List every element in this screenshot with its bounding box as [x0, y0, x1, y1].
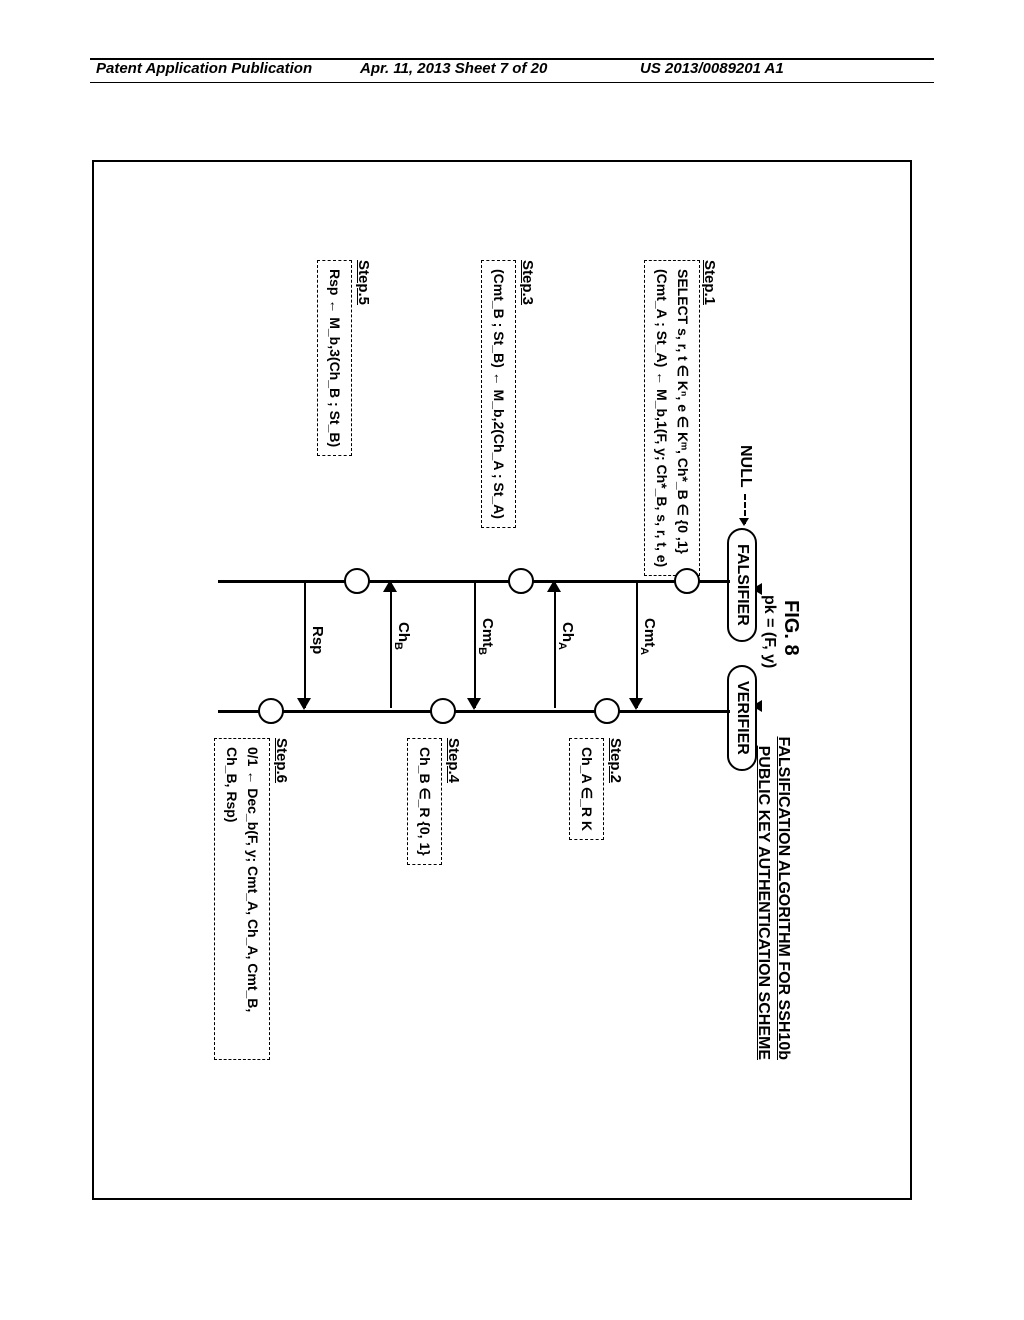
- lifeline-verifier: [218, 710, 730, 713]
- null-input-label: NULL: [736, 445, 754, 488]
- header-rule-bot: [90, 82, 934, 83]
- step3-box: (Cmt_B ; St_B) ← M_b,2(Ch_A ; St_A): [481, 260, 516, 528]
- step6-line1: 0/1 ← Dec_b(F, y; Cmt_A, Ch_A, Cmt_B, Ch…: [221, 747, 263, 1051]
- msg-cha: ChA: [556, 622, 576, 650]
- pk-label: pk = (F, y): [760, 595, 778, 668]
- step2-label: Step.2: [607, 738, 624, 783]
- activation-5: [344, 568, 370, 594]
- header-center: Apr. 11, 2013 Sheet 7 of 20: [360, 60, 547, 77]
- banner-line1: FALSIFICATION ALGORITHM FOR SSH10b: [774, 736, 792, 1060]
- step2-box: Ch_A ∈_R K: [569, 738, 604, 840]
- msg-cmta: CmtA: [638, 618, 658, 655]
- figure-title: FIG. 8: [779, 600, 802, 656]
- header-right: US 2013/0089201 A1: [640, 60, 784, 77]
- activation-4: [430, 698, 456, 724]
- msg-rsp: Rsp: [309, 626, 326, 654]
- banner-line2: PUBLIC KEY AUTHENTICATION SCHEME: [754, 746, 772, 1060]
- step6-box: 0/1 ← Dec_b(F, y; Cmt_A, Ch_A, Cmt_B, Ch…: [214, 738, 270, 1060]
- activation-2: [594, 698, 620, 724]
- header: Patent Application Publication Apr. 11, …: [0, 58, 1024, 88]
- step6-label: Step.6: [273, 738, 290, 783]
- step1-label: Step.1: [701, 260, 718, 305]
- activation-3: [508, 568, 534, 594]
- figure-frame: FIG. 8 pk = (F, y) NULL FALSIFICATION AL…: [92, 160, 912, 1200]
- msg-cmtb: CmtB: [476, 618, 496, 655]
- actor-verifier: VERIFIER: [727, 665, 757, 771]
- step5-label: Step.5: [355, 260, 372, 305]
- step3-line1: (Cmt_B ; St_B) ← M_b,2(Ch_A ; St_A): [488, 269, 509, 519]
- step1-box: SELECT s, r, t ∈ Kⁿ, e ∈ Kᵐ, Ch*_B ∈ {0 …: [644, 260, 700, 576]
- patent-page: Patent Application Publication Apr. 11, …: [0, 0, 1024, 1320]
- step5-line1: Rsp ← M_b,3(Ch_B ; St_B): [324, 269, 345, 447]
- msg-chb: ChB: [392, 622, 412, 650]
- step1-line2: (Cmt_A ; St_A) ← M_b,1(F, y; Ch*_B, s, r…: [651, 269, 672, 567]
- step1-line1: SELECT s, r, t ∈ Kⁿ, e ∈ Kᵐ, Ch*_B ∈ {0 …: [672, 269, 693, 567]
- step4-label: Step.4: [445, 738, 462, 783]
- actor-falsifier: FALSIFIER: [727, 528, 757, 642]
- activation-1: [674, 568, 700, 594]
- step3-label: Step.3: [519, 260, 536, 305]
- step4-line1: Ch_B ∈_R {0, 1}: [414, 747, 435, 856]
- step2-line1: Ch_A ∈_R K: [576, 747, 597, 831]
- step4-box: Ch_B ∈_R {0, 1}: [407, 738, 442, 865]
- null-arrow: [744, 494, 746, 524]
- activation-6: [258, 698, 284, 724]
- sequence-diagram: FIG. 8 pk = (F, y) NULL FALSIFICATION AL…: [212, 300, 792, 1060]
- arrow-rsp: [304, 582, 306, 708]
- step5-box: Rsp ← M_b,3(Ch_B ; St_B): [317, 260, 352, 456]
- header-left: Patent Application Publication: [96, 60, 312, 77]
